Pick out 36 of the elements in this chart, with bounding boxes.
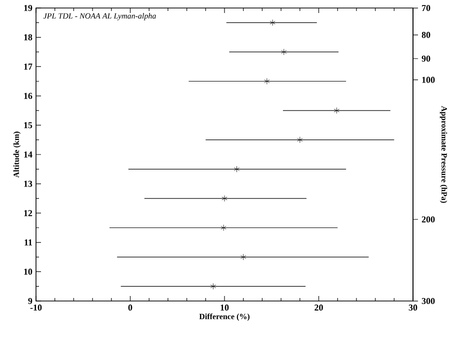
x-tick-label: 10 xyxy=(220,304,229,311)
x-tick-label: -10 xyxy=(30,304,42,311)
y2-tick-label: 70 xyxy=(422,4,430,12)
x-tick-label: 0 xyxy=(128,304,132,311)
point xyxy=(220,224,226,231)
y-tick-label: 10 xyxy=(24,268,32,275)
y-tick-label: 9 xyxy=(28,298,32,304)
point xyxy=(297,136,303,144)
point xyxy=(240,254,246,260)
y2-axis-title: Approximate Pressure (hPa) xyxy=(440,106,448,203)
y-tick-label: 17 xyxy=(24,64,32,70)
y-tick-label: 13 xyxy=(24,180,32,187)
point xyxy=(264,78,270,84)
point xyxy=(281,48,287,56)
y2-tick-label: 90 xyxy=(422,56,430,62)
y-tick-label: 18 xyxy=(24,34,32,40)
y-tick-label: 15 xyxy=(24,122,32,128)
y2-tick-label: 100 xyxy=(422,76,435,83)
y-axis-title: Altitude (km) xyxy=(13,132,21,178)
y-tick-label: 19 xyxy=(24,4,32,12)
y-tick-label: 11 xyxy=(24,239,32,246)
annotation: JPL TDL - NOAA AL Lyman-alpha xyxy=(43,13,156,20)
y-tick-label: 12 xyxy=(24,210,32,216)
point xyxy=(234,166,240,172)
x-axis-title: Difference (%) xyxy=(199,313,250,321)
point xyxy=(334,107,340,114)
point xyxy=(210,283,216,290)
point xyxy=(222,195,228,202)
x-tick-label: 30 xyxy=(408,304,418,311)
y2-tick-label: 80 xyxy=(422,32,430,38)
y2-tick-label: 200 xyxy=(422,216,435,222)
point xyxy=(270,19,276,26)
y-tick-label: 16 xyxy=(24,92,32,99)
y2-tick-label: 300 xyxy=(422,298,435,304)
y-tick-label: 14 xyxy=(24,152,32,158)
x-tick-label: 20 xyxy=(314,304,323,311)
